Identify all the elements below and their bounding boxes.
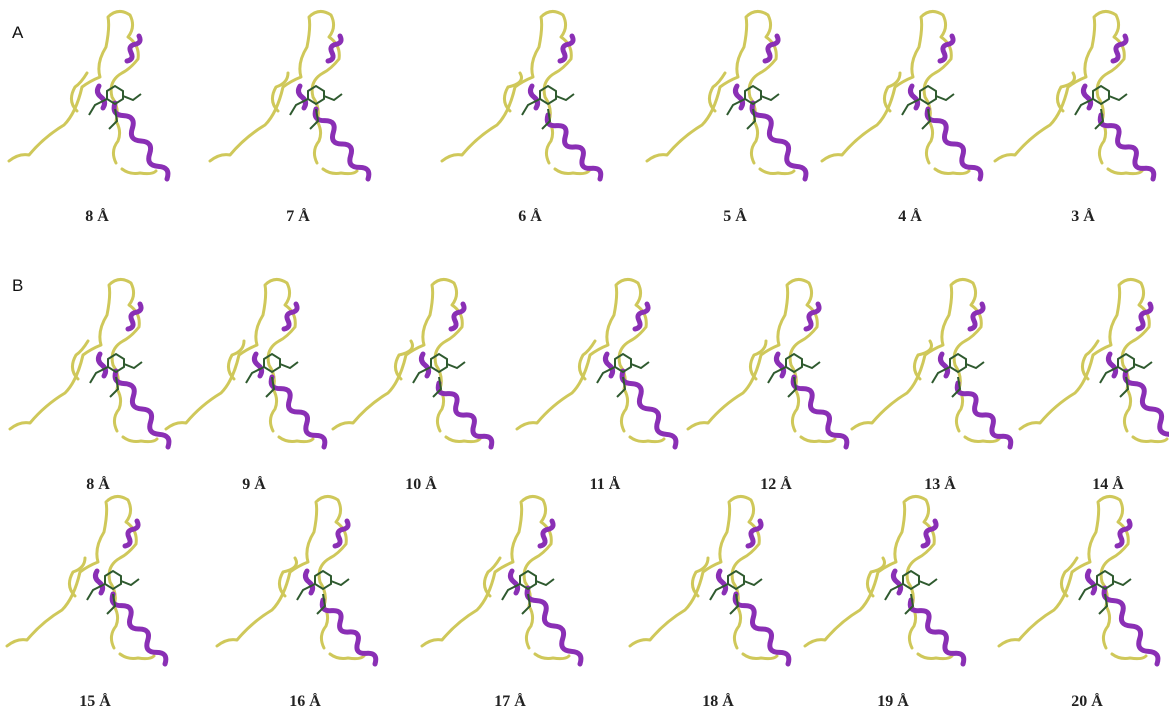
distance-label: 10 Å: [405, 475, 437, 493]
distance-label: 4 Å: [898, 207, 922, 225]
panel-label: B: [12, 276, 23, 295]
distance-label: 16 Å: [289, 692, 321, 710]
distance-label: 8 Å: [85, 207, 109, 225]
distance-label: 20 Å: [1071, 692, 1103, 710]
distance-label: 9 Å: [242, 475, 266, 493]
distance-label: 5 Å: [723, 207, 747, 225]
distance-label: 7 Å: [286, 207, 310, 225]
distance-label: 8 Å: [86, 475, 110, 493]
distance-label: 15 Å: [79, 692, 111, 710]
distance-label: 17 Å: [494, 692, 526, 710]
distance-label: 12 Å: [760, 475, 792, 493]
distance-label: 14 Å: [1092, 475, 1124, 493]
panel-label: A: [12, 23, 24, 42]
distance-label: 13 Å: [924, 475, 956, 493]
distance-label: 6 Å: [518, 207, 542, 225]
distance-label: 18 Å: [702, 692, 734, 710]
distance-label: 11 Å: [590, 475, 621, 493]
figure: A B 8 Å 7 Å 6 Å 5 Å 4 Å 3 Å 8 Å 9 Å 10 Å 11 Å 12 Å…: [0, 0, 1169, 711]
distance-label: 19 Å: [877, 692, 909, 710]
distance-label: 3 Å: [1071, 207, 1095, 225]
